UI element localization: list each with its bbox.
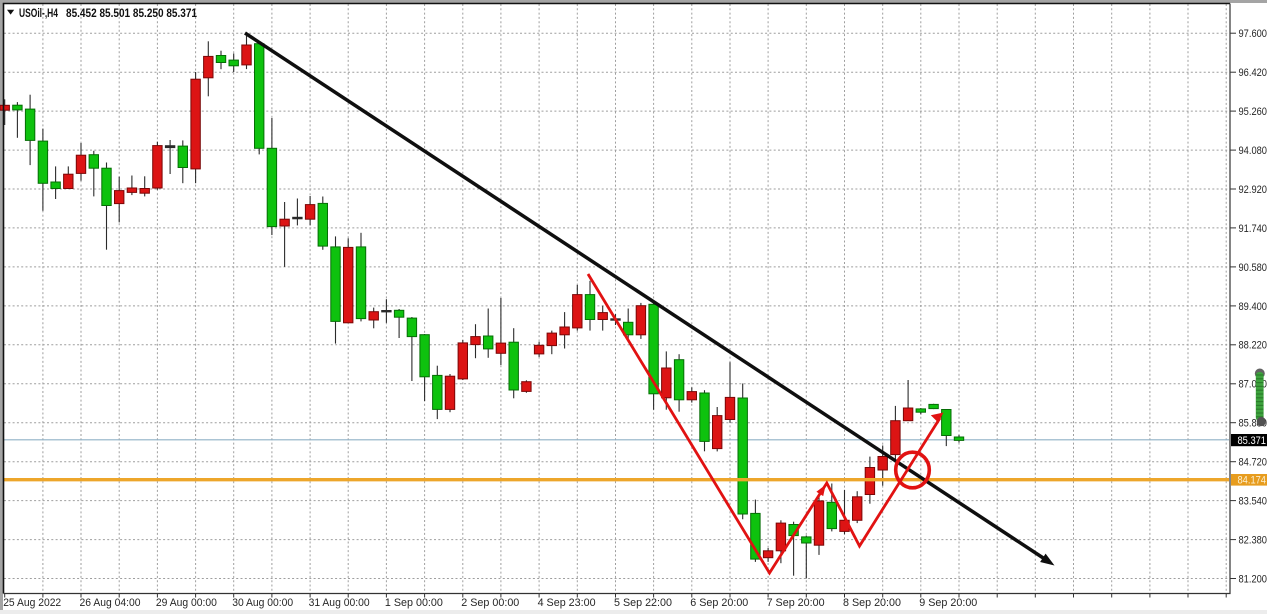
svg-text:85.452 85.501 85.250 85.371: 85.452 85.501 85.250 85.371 [66,8,198,20]
svg-text:31 Aug 00:00: 31 Aug 00:00 [309,597,370,609]
svg-text:9 Sep 20:00: 9 Sep 20:00 [919,597,977,609]
svg-text:81.200: 81.200 [1239,573,1267,585]
svg-text:96.420: 96.420 [1239,67,1267,79]
svg-text:88.220: 88.220 [1239,340,1267,352]
svg-text:82.380: 82.380 [1239,535,1267,547]
svg-text:8 Sep 20:00: 8 Sep 20:00 [843,597,901,609]
svg-text:26 Aug 04:00: 26 Aug 04:00 [80,597,141,609]
svg-text:7 Sep 20:00: 7 Sep 20:00 [767,597,825,609]
svg-text:90.580: 90.580 [1239,262,1267,274]
svg-text:94.080: 94.080 [1239,145,1267,157]
svg-text:97.600: 97.600 [1239,28,1267,40]
svg-text:85.371: 85.371 [1238,435,1267,447]
svg-text:92.920: 92.920 [1239,184,1267,196]
svg-text:29 Aug 00:00: 29 Aug 00:00 [156,597,217,609]
svg-text:6 Sep 20:00: 6 Sep 20:00 [690,597,748,609]
svg-text:89.400: 89.400 [1239,301,1267,313]
svg-text:25 Aug 2022: 25 Aug 2022 [3,597,61,609]
svg-text:USOil-,H4: USOil-,H4 [19,8,58,20]
svg-text:84.720: 84.720 [1239,457,1267,469]
svg-text:84.174: 84.174 [1238,475,1267,487]
svg-text:5 Sep 22:00: 5 Sep 22:00 [614,597,672,609]
svg-text:83.540: 83.540 [1239,496,1267,508]
svg-text:95.260: 95.260 [1239,106,1267,118]
svg-text:91.740: 91.740 [1239,223,1267,235]
svg-text:2 Sep 00:00: 2 Sep 00:00 [461,597,519,609]
svg-text:30 Aug 00:00: 30 Aug 00:00 [232,597,293,609]
svg-text:4 Sep 23:00: 4 Sep 23:00 [538,597,596,609]
svg-text:1 Sep 00:00: 1 Sep 00:00 [385,597,443,609]
